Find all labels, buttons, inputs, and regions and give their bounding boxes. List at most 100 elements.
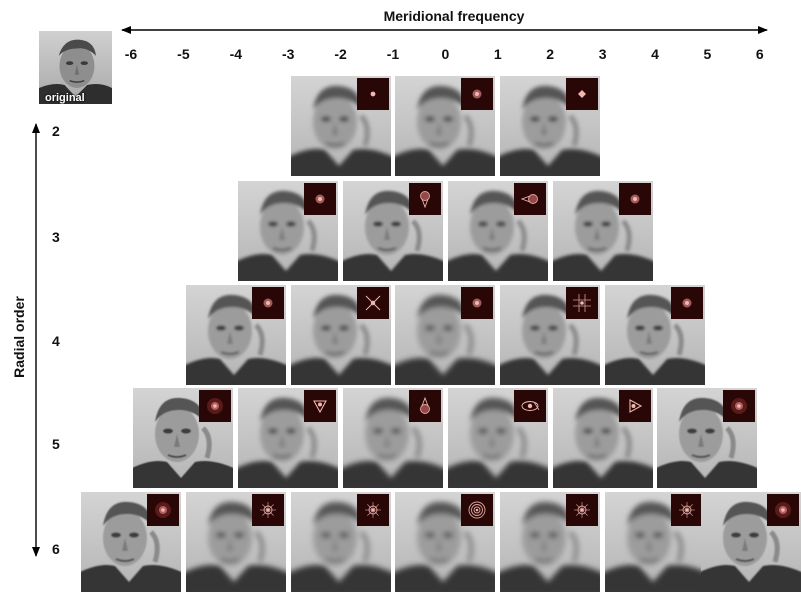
aberration-cell-n5-m3 xyxy=(553,388,653,488)
aberration-cell-n4-m2 xyxy=(500,285,600,385)
aberration-cell-n6-m-2 xyxy=(291,492,391,592)
y-tick-label: 3 xyxy=(52,229,60,245)
aberration-cell-n3-m1 xyxy=(448,181,548,281)
psf-ring-dot-icon xyxy=(461,78,493,110)
x-tick-label: -2 xyxy=(334,46,347,62)
psf-inset xyxy=(671,287,703,319)
psf-inset xyxy=(566,78,598,110)
face-image xyxy=(395,285,495,385)
aberration-cell-n4-m4 xyxy=(605,285,705,385)
psf-glow-icon xyxy=(723,390,755,422)
x-tick-label: 3 xyxy=(598,46,607,62)
psf-inset xyxy=(409,183,441,215)
psf-inset xyxy=(723,390,755,422)
psf-ring-dot-icon xyxy=(461,287,493,319)
psf-inset xyxy=(304,390,336,422)
x-tick-label: 1 xyxy=(493,46,502,62)
psf-inset xyxy=(252,287,284,319)
aberration-cell-n5-m-5 xyxy=(133,388,233,488)
face-image xyxy=(186,492,286,592)
aberration-cell-n3-m-3 xyxy=(238,181,338,281)
psf-inset xyxy=(357,494,389,526)
psf-inset xyxy=(461,78,493,110)
x-tick-label: 0 xyxy=(441,46,450,62)
psf-star-icon xyxy=(357,494,389,526)
original-face-image xyxy=(39,31,112,104)
y-axis-title: Radial order xyxy=(11,296,27,378)
psf-glow-icon xyxy=(199,390,231,422)
aberration-cell-n6-m2 xyxy=(500,492,600,592)
psf-teardrop-down-icon xyxy=(409,183,441,215)
y-tick-label: 5 xyxy=(52,436,60,452)
psf-inset xyxy=(619,390,651,422)
psf-inset xyxy=(566,494,598,526)
x-tick-label: 6 xyxy=(755,46,764,62)
x-tick-label: -3 xyxy=(281,46,295,62)
x-axis-title: Meridional frequency xyxy=(383,8,525,24)
psf-eye-icon xyxy=(514,390,546,422)
x-tick-label: 2 xyxy=(546,46,555,62)
psf-star-icon xyxy=(566,494,598,526)
psf-grid-icon xyxy=(566,287,598,319)
psf-inset xyxy=(409,390,441,422)
face-image xyxy=(395,492,495,592)
aberration-cell-n4-m-4 xyxy=(186,285,286,385)
psf-rings-icon xyxy=(461,494,493,526)
y-tick-label: 6 xyxy=(52,541,60,557)
psf-inset xyxy=(357,78,389,110)
psf-inset xyxy=(304,183,336,215)
psf-cross-icon xyxy=(357,287,389,319)
psf-teardrop-up-icon xyxy=(409,390,441,422)
psf-ring-dot-icon xyxy=(671,287,703,319)
aberration-cell-n3-m3 xyxy=(553,181,653,281)
psf-inset xyxy=(566,287,598,319)
aberration-cell-n5-m-3 xyxy=(238,388,338,488)
psf-inset xyxy=(461,287,493,319)
aberration-cell-n4-m0 xyxy=(395,285,495,385)
psf-teardrop-left-icon xyxy=(514,183,546,215)
aberration-cell-n6-m-4 xyxy=(186,492,286,592)
y-tick-label: 2 xyxy=(52,123,60,139)
psf-inset xyxy=(514,390,546,422)
psf-inset xyxy=(671,494,703,526)
face-image xyxy=(81,492,181,592)
x-tick-label: -1 xyxy=(386,46,400,62)
psf-inset xyxy=(357,287,389,319)
face-image xyxy=(605,285,705,385)
face-image xyxy=(448,388,548,488)
aberration-cell-n5-m1 xyxy=(448,388,548,488)
psf-inset xyxy=(252,494,284,526)
psf-dot-icon xyxy=(357,78,389,110)
psf-star-icon xyxy=(252,494,284,526)
aberration-cell-n5-m-1 xyxy=(343,388,443,488)
x-tick-label: -4 xyxy=(229,46,243,62)
aberration-cell-n3-m-1 xyxy=(343,181,443,281)
aberration-cell-n2-m0 xyxy=(395,76,495,176)
aberration-cell-n5-m5 xyxy=(657,388,757,488)
aberration-cell-n2-m-2 xyxy=(291,76,391,176)
original-thumbnail: original xyxy=(39,31,112,104)
aberration-cell-n6-m6 xyxy=(701,492,801,592)
aberration-cell-n2-m2 xyxy=(500,76,600,176)
aberration-cell-n6-m4 xyxy=(605,492,705,592)
psf-ring-dot-icon xyxy=(304,183,336,215)
face-image xyxy=(291,285,391,385)
psf-ring-dot-icon xyxy=(252,287,284,319)
x-tick-label: 4 xyxy=(651,46,659,62)
psf-inset xyxy=(514,183,546,215)
aberration-cell-n6-m-6 xyxy=(81,492,181,592)
psf-ring-dot-icon xyxy=(619,183,651,215)
original-label: original xyxy=(45,92,85,104)
x-tick-label: -5 xyxy=(177,46,190,62)
psf-star-icon xyxy=(671,494,703,526)
psf-glow-icon xyxy=(147,494,179,526)
psf-glow-icon xyxy=(767,494,799,526)
psf-inset xyxy=(619,183,651,215)
psf-triangle-right-icon xyxy=(619,390,651,422)
psf-inset xyxy=(199,390,231,422)
face-image xyxy=(448,181,548,281)
aberration-cell-n4-m-2 xyxy=(291,285,391,385)
psf-inset xyxy=(461,494,493,526)
face-image xyxy=(238,181,338,281)
psf-inset xyxy=(767,494,799,526)
